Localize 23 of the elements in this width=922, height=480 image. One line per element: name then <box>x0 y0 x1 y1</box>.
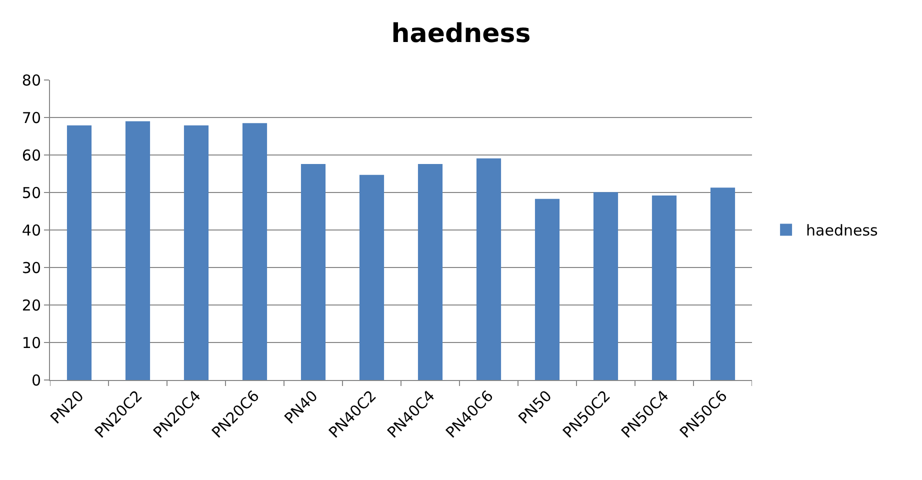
y-tick-label: 70 <box>22 108 41 127</box>
bar <box>593 192 618 380</box>
bar <box>242 123 268 380</box>
bar <box>418 164 443 380</box>
bar <box>66 125 92 380</box>
bar <box>652 196 677 380</box>
y-tick-label: 40 <box>22 221 41 240</box>
bar <box>534 198 560 380</box>
y-tick-label: 50 <box>22 184 41 202</box>
y-tick-label: 10 <box>22 334 41 352</box>
y-tick-label: 80 <box>22 71 41 90</box>
legend-label: haedness <box>806 222 878 240</box>
chart-title: haedness <box>391 19 531 50</box>
y-tick-label: 0 <box>31 371 41 390</box>
y-tick-label: 30 <box>22 258 41 277</box>
bar <box>359 174 384 380</box>
bar <box>476 158 502 380</box>
y-tick-label: 60 <box>22 146 41 164</box>
bar <box>300 164 326 380</box>
bar <box>710 188 736 380</box>
bar <box>125 121 150 380</box>
bar <box>184 125 209 380</box>
y-tick-label: 20 <box>22 296 41 314</box>
